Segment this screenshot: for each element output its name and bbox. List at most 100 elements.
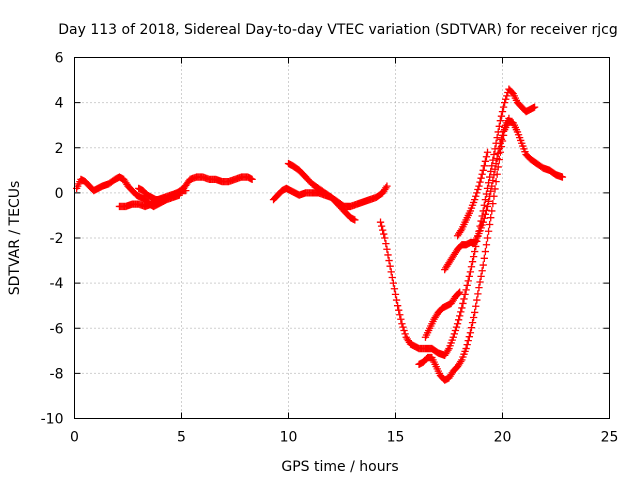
data-point xyxy=(477,174,485,182)
data-point xyxy=(482,241,491,249)
data-point xyxy=(490,171,498,179)
y-axis-title: SDTVAR / TECUs xyxy=(7,181,23,296)
data-point xyxy=(488,162,496,170)
series-arc-6 xyxy=(376,85,539,359)
data-point xyxy=(377,222,386,230)
data-point xyxy=(456,288,464,296)
data-point xyxy=(473,189,481,197)
series-arc-5 xyxy=(284,159,391,211)
data-point xyxy=(491,185,499,193)
data-point xyxy=(480,214,488,222)
data-point xyxy=(472,242,480,251)
data-point xyxy=(466,329,475,337)
plot-frame xyxy=(74,57,610,419)
data-point xyxy=(469,313,478,322)
data-point xyxy=(496,117,505,125)
data-point xyxy=(385,256,393,265)
data-point xyxy=(386,262,394,270)
data-point xyxy=(476,178,484,186)
data-point xyxy=(465,333,473,341)
data-point xyxy=(491,165,499,173)
data-point xyxy=(517,136,525,145)
data-point xyxy=(505,114,513,123)
data-point xyxy=(471,308,479,317)
data-point xyxy=(376,218,385,226)
data-point xyxy=(487,214,495,222)
y-tick-label: 6 xyxy=(55,51,64,67)
data-marks xyxy=(72,85,567,384)
data-point xyxy=(462,286,470,294)
data-point xyxy=(449,333,457,341)
data-point xyxy=(492,177,500,186)
data-point xyxy=(380,230,388,238)
data-point xyxy=(484,197,493,205)
data-point xyxy=(483,148,492,156)
data-point xyxy=(489,156,497,164)
data-point xyxy=(468,318,477,327)
data-point xyxy=(492,159,500,168)
data-point xyxy=(463,340,471,349)
data-point xyxy=(515,133,524,142)
data-point xyxy=(478,221,486,229)
data-point xyxy=(453,320,462,328)
data-point xyxy=(448,336,456,344)
data-point xyxy=(400,326,408,335)
data-point xyxy=(513,128,522,136)
data-point xyxy=(459,299,467,308)
data-point xyxy=(484,179,493,187)
series-arc-8 xyxy=(441,114,513,274)
data-point xyxy=(489,176,497,185)
series-arc-7 xyxy=(415,117,567,384)
data-point xyxy=(379,226,387,234)
data-point xyxy=(393,302,402,310)
data-point xyxy=(500,98,509,107)
data-point xyxy=(451,326,460,335)
data-point xyxy=(469,198,478,207)
data-point xyxy=(459,353,467,361)
data-point xyxy=(477,224,485,232)
data-point xyxy=(462,344,470,353)
data-point xyxy=(487,167,495,176)
y-tick-label: -2 xyxy=(50,231,64,247)
data-point xyxy=(467,324,476,332)
data-point xyxy=(384,251,392,259)
data-point xyxy=(486,192,494,200)
data-point xyxy=(472,192,480,200)
data-point xyxy=(497,135,506,143)
data-point xyxy=(479,261,487,269)
data-point xyxy=(483,234,492,242)
data-point xyxy=(461,347,469,356)
data-point xyxy=(460,350,468,358)
data-point xyxy=(461,290,469,299)
data-point xyxy=(452,323,461,331)
data-point xyxy=(521,148,529,156)
data-point xyxy=(558,173,567,181)
data-point xyxy=(467,204,476,212)
y-tick-label: -10 xyxy=(41,412,64,428)
y-ticks: -10 -8 -6 -4 -2 0 2 4 6 xyxy=(41,51,610,428)
gridlines xyxy=(74,57,610,419)
data-point xyxy=(472,302,480,310)
data-point xyxy=(480,201,488,209)
data-point xyxy=(456,312,464,320)
data-point xyxy=(398,320,406,328)
data-point xyxy=(474,290,482,298)
data-point xyxy=(493,133,501,142)
data-point xyxy=(486,173,494,181)
data-point xyxy=(475,283,483,292)
data-point xyxy=(396,311,404,319)
data-point xyxy=(518,139,526,147)
data-point xyxy=(463,281,471,290)
data-point xyxy=(454,289,463,297)
data-point xyxy=(446,342,454,350)
data-point xyxy=(482,206,491,215)
data-point xyxy=(397,315,405,323)
data-point xyxy=(471,195,479,204)
data-point xyxy=(486,220,494,229)
data-point xyxy=(460,295,468,303)
data-point xyxy=(484,227,493,235)
data-point xyxy=(387,268,395,276)
data-point xyxy=(468,201,477,209)
data-point xyxy=(481,210,490,218)
data-point xyxy=(490,150,498,159)
